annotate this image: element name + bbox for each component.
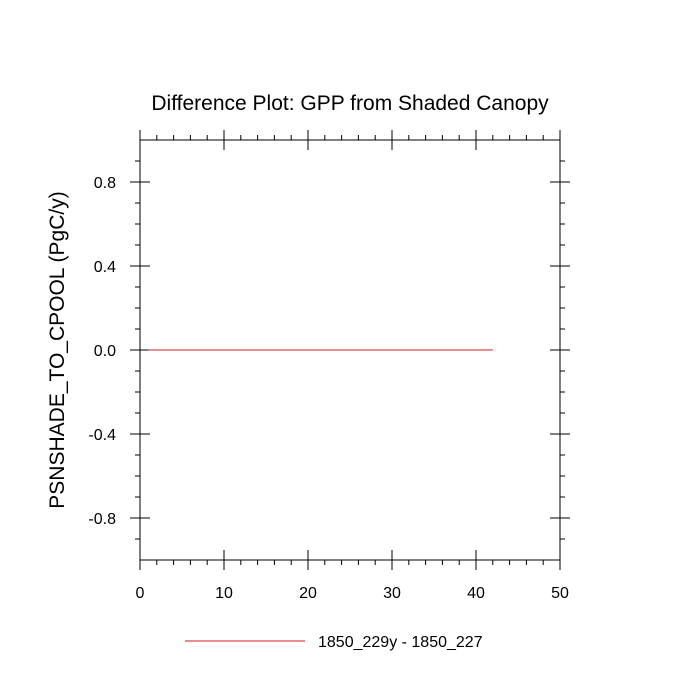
x-axis-ticks: 0 10 20 30 40 50 — [136, 130, 569, 602]
y-tick-label: 0.0 — [94, 343, 116, 360]
y-tick-label: -0.8 — [88, 511, 116, 528]
legend: 1850_229y - 1850_227 — [185, 634, 483, 651]
y-axis-label: PSNSHADE_TO_CPOOL (PgC/y) — [46, 191, 69, 508]
x-tick-label: 20 — [299, 585, 317, 602]
y-tick-label: 0.4 — [94, 259, 116, 276]
x-tick-label: 30 — [383, 585, 401, 602]
x-tick-label: 10 — [215, 585, 233, 602]
x-tick-label: 50 — [551, 585, 569, 602]
x-tick-label: 40 — [467, 585, 485, 602]
y-tick-label: 0.8 — [94, 175, 116, 192]
legend-label: 1850_229y - 1850_227 — [318, 634, 483, 651]
y-tick-label: -0.4 — [88, 427, 116, 444]
chart-title: Difference Plot: GPP from Shaded Canopy — [151, 92, 549, 115]
y-axis-ticks: -0.8 -0.4 0.0 0.4 0.8 — [88, 160, 570, 540]
x-tick-label: 0 — [136, 585, 145, 602]
